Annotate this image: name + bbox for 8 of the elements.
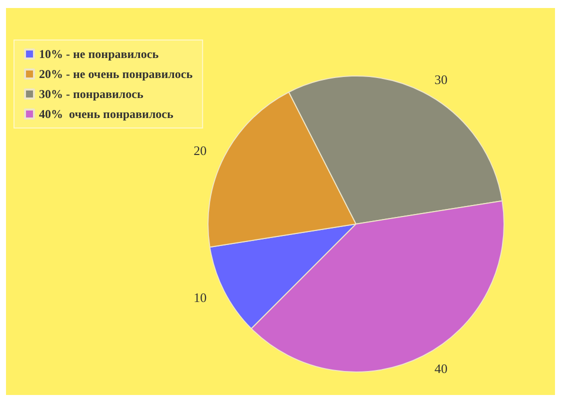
legend-label: 30% - понравилось	[39, 87, 144, 101]
data-label: 10	[194, 290, 207, 306]
legend-label: 40% очень понравилось	[39, 107, 174, 121]
data-label: 40	[434, 360, 448, 376]
legend-label: 20% - не очень понравилось	[39, 67, 194, 81]
legend-label: 10% - не понравилось	[39, 47, 160, 61]
data-label: 20	[194, 142, 207, 158]
data-label: 30	[434, 72, 448, 88]
